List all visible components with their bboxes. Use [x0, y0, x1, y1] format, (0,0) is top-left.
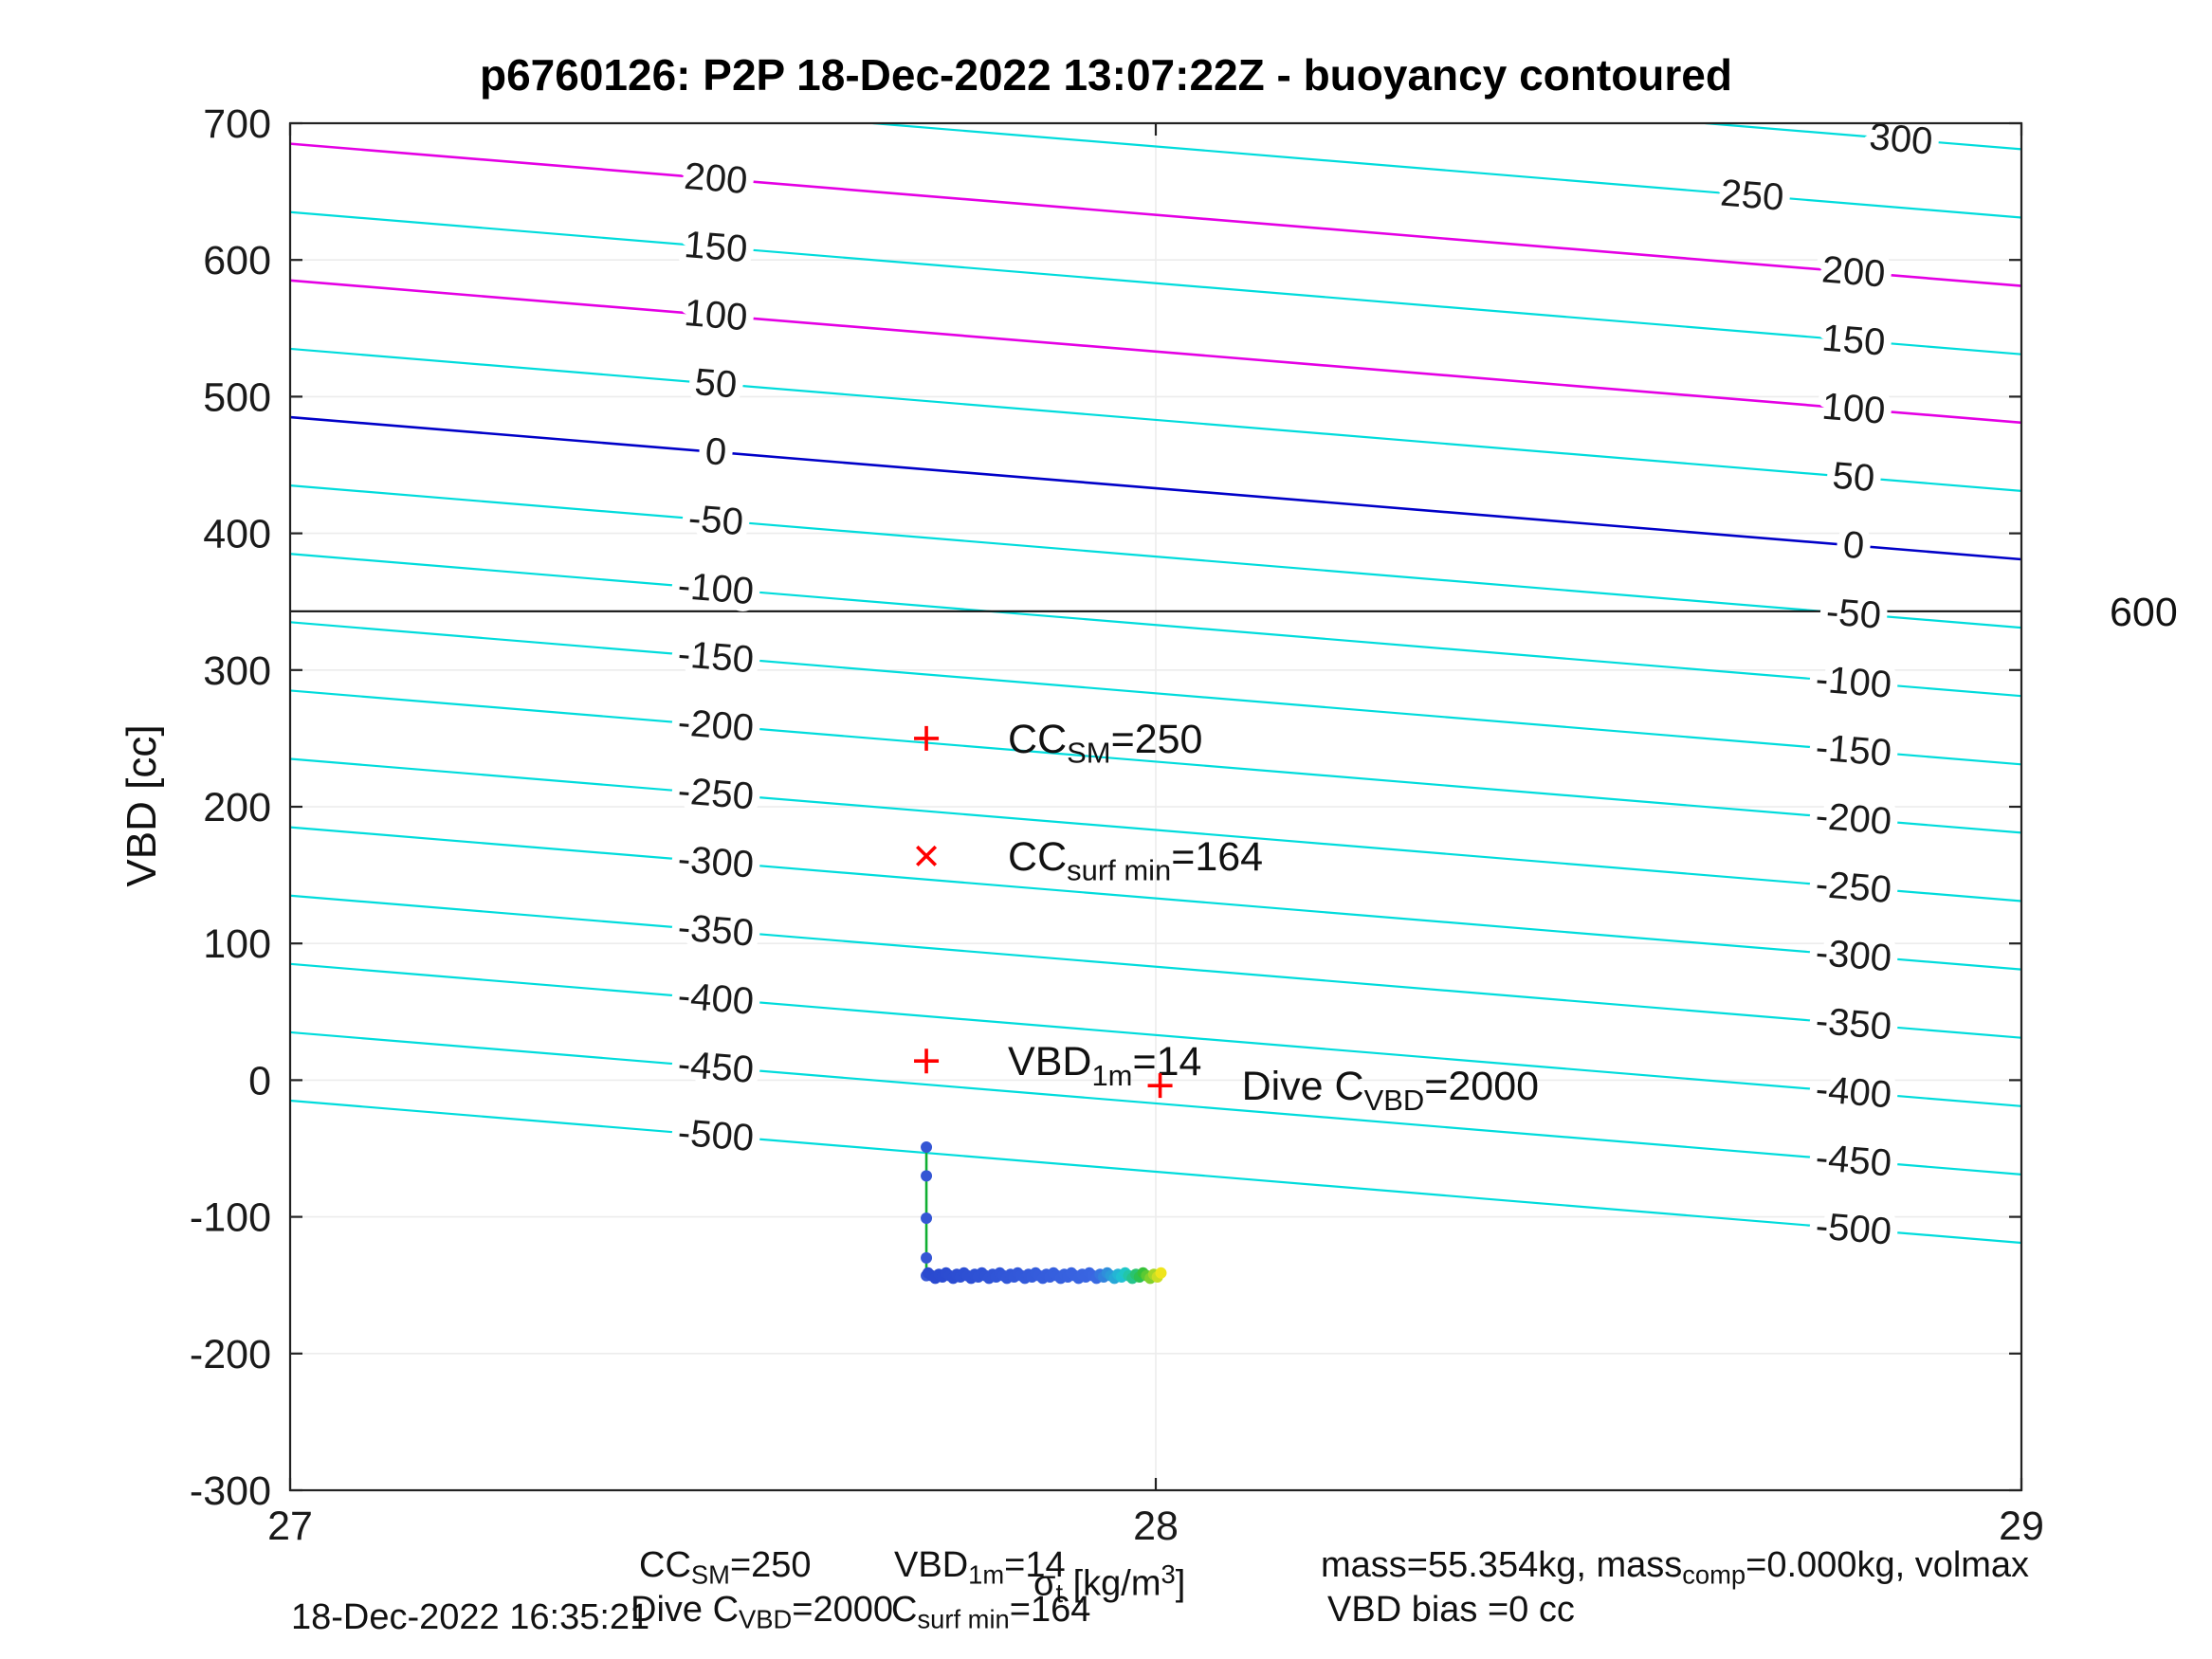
vbd-bias-label: VBD bias =0 cc — [1327, 1590, 1575, 1630]
contour-label--450: -450 — [676, 1044, 755, 1091]
marker-label: CCsurf min=164 — [1008, 834, 1263, 887]
vbd-max-right-label: 600 — [2110, 590, 2178, 635]
contour-label-50: 50 — [1831, 455, 1876, 500]
contour-label--200: -200 — [676, 702, 755, 749]
axes — [288, 121, 2023, 1492]
contour-label-150: 150 — [1820, 318, 1887, 364]
plus-marker — [1147, 1073, 1173, 1099]
contour-label-100: 100 — [1820, 386, 1887, 432]
plot-title: p6760126: P2P 18-Dec-2022 13:07:22Z - bu… — [480, 50, 1732, 100]
y-tick-label: 400 — [203, 512, 271, 557]
x-marker — [916, 845, 938, 866]
contour-label--200: -200 — [1814, 795, 1892, 843]
y-tick-label: 200 — [203, 785, 271, 830]
contour-line--450 — [290, 1030, 2021, 1176]
contour-label--450: -450 — [1814, 1137, 1892, 1184]
contour-label-250: 250 — [1719, 173, 1785, 219]
cc-sm-label: CCSM=250 — [639, 1545, 812, 1590]
contour-line-0 — [290, 415, 2021, 561]
marker-label: CCSM=250 — [1008, 717, 1202, 770]
contour-line--250 — [290, 757, 2021, 902]
contour-line--150 — [290, 621, 2021, 766]
contour-label-0: 0 — [704, 430, 728, 474]
vbd-1m-label: VBD1m=14 — [894, 1545, 1066, 1590]
y-tick-label: 600 — [203, 238, 271, 283]
contour-line-300 — [1705, 123, 2021, 151]
contour-label--500: -500 — [676, 1112, 755, 1159]
contour-label--100: -100 — [1814, 658, 1892, 705]
contour-line-150 — [290, 210, 2021, 356]
y-tick-label: 100 — [203, 921, 271, 967]
contour-line-100 — [290, 279, 2021, 425]
y-tick-label: -100 — [190, 1195, 271, 1241]
contour-label--400: -400 — [676, 975, 755, 1022]
dive-track-dot — [921, 1212, 933, 1225]
contour-line-250 — [872, 123, 2021, 219]
contour-line--50 — [290, 484, 2021, 629]
dive-track-line — [924, 1147, 1161, 1277]
contour-label-150: 150 — [683, 224, 749, 270]
contour-line-200 — [290, 142, 2021, 287]
contour-lines — [290, 123, 2021, 1245]
y-tick-label: -300 — [190, 1468, 271, 1514]
contour-label-200: 200 — [1820, 248, 1887, 295]
contour-line--350 — [290, 894, 2021, 1039]
contour-label--150: -150 — [676, 633, 755, 681]
contour-line--500 — [290, 1099, 2021, 1245]
x-tick-label: 29 — [1999, 1504, 2044, 1549]
y-tick-label: 0 — [248, 1058, 271, 1103]
plus-marker — [914, 1048, 940, 1074]
x-tick-label: 27 — [267, 1504, 313, 1549]
y-tick-label: 300 — [203, 648, 271, 694]
contour-label-200: 200 — [683, 155, 749, 202]
dive-track — [921, 1141, 1167, 1285]
contour-label--50: -50 — [1824, 591, 1882, 637]
x-axis-label: σt [kg/m3] — [1033, 1559, 1186, 1608]
contour-label-0: 0 — [1841, 524, 1866, 568]
dive-cvbd-label: Dive CVBD=2000 — [631, 1590, 894, 1634]
marker-label: Dive CVBD=2000 — [1242, 1064, 1539, 1117]
contour-label-50: 50 — [693, 361, 739, 406]
contour-label--350: -350 — [1814, 1000, 1892, 1048]
timestamp-label: 18-Dec-2022 16:35:21 — [291, 1597, 650, 1637]
c-surf-min-label: Csurf min=164 — [891, 1590, 1091, 1634]
contour-label--400: -400 — [1814, 1068, 1892, 1116]
dive-track-dot — [1155, 1267, 1167, 1279]
dive-track-dot — [921, 1251, 933, 1264]
plus-marker — [914, 725, 940, 751]
contour-label--350: -350 — [676, 906, 755, 954]
markers: CCSM=250 CCsurf min=164 VBD1m=14 Dive CVBD=… — [914, 717, 1539, 1117]
contour-line--300 — [290, 826, 2021, 971]
contour-label--300: -300 — [1814, 932, 1892, 979]
contour-label--100: -100 — [676, 565, 755, 612]
contour-label--50: -50 — [686, 498, 744, 544]
dive-track-dot — [921, 1141, 933, 1154]
contour-line--400 — [290, 962, 2021, 1107]
contour-label--300: -300 — [676, 838, 755, 885]
mass-label: mass=55.354kg, masscomp=0.000kg, volmax — [1321, 1545, 2030, 1590]
contour-line-50 — [290, 347, 2021, 492]
contour-label--150: -150 — [1814, 727, 1892, 775]
marker-label: VBD1m=14 — [1008, 1039, 1201, 1092]
gridlines — [289, 122, 2022, 1491]
y-tick-label: -200 — [190, 1332, 271, 1377]
contour-label--250: -250 — [1814, 864, 1892, 911]
contour-line--100 — [290, 553, 2021, 698]
y-tick-label: 700 — [203, 101, 271, 147]
contour-label--500: -500 — [1814, 1205, 1892, 1252]
dive-track-dot — [921, 1170, 933, 1182]
y-tick-label: 500 — [203, 374, 271, 420]
contour-line--200 — [290, 689, 2021, 834]
x-tick-label: 28 — [1133, 1504, 1179, 1549]
contour-label--250: -250 — [676, 770, 755, 817]
contour-label-100: 100 — [683, 292, 749, 338]
